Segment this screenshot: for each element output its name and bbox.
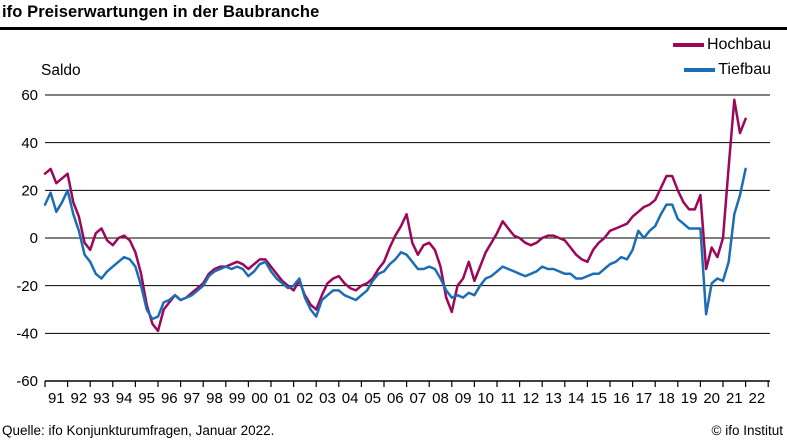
svg-text:98: 98 [206,390,223,407]
svg-text:04: 04 [342,390,359,407]
svg-text:40: 40 [21,135,38,152]
svg-text:03: 03 [319,390,336,407]
title-divider [0,27,787,30]
svg-text:97: 97 [184,390,201,407]
svg-text:96: 96 [161,390,178,407]
svg-text:10: 10 [477,390,494,407]
svg-text:91: 91 [48,390,65,407]
hochbau-line-swatch [672,43,704,47]
legend-label-hochbau: Hochbau [706,36,771,53]
svg-text:-60: -60 [16,373,38,390]
svg-text:11: 11 [501,390,517,407]
svg-text:18: 18 [658,390,675,407]
svg-text:-20: -20 [16,278,38,295]
svg-text:-40: -40 [16,326,38,343]
svg-text:00: 00 [251,390,268,407]
svg-text:17: 17 [636,390,653,407]
svg-text:95: 95 [138,390,155,407]
svg-text:05: 05 [364,390,381,407]
svg-text:19: 19 [681,390,698,407]
svg-text:93: 93 [93,390,110,407]
svg-text:22: 22 [749,390,766,407]
svg-text:12: 12 [523,390,540,407]
copyright-note: © ifo Institut [711,423,783,438]
svg-text:16: 16 [613,390,630,407]
page-title: ifo Preiserwartungen in der Baubranche [2,3,320,21]
svg-text:01: 01 [274,390,291,407]
svg-text:60: 60 [21,87,38,104]
svg-text:13: 13 [545,390,562,407]
svg-text:99: 99 [229,390,246,407]
y-axis-label: Saldo [41,62,81,79]
legend-item-hochbau: Hochbau [672,36,771,54]
svg-text:94: 94 [116,390,133,407]
tiefbau-line-swatch [684,68,716,72]
svg-text:92: 92 [71,390,88,407]
svg-text:15: 15 [590,390,607,407]
legend-item-tiefbau: Tiefbau [684,61,771,79]
svg-text:02: 02 [297,390,314,407]
svg-text:20: 20 [21,183,38,200]
source-note: Quelle: ifo Konjunkturumfragen, Januar 2… [2,423,275,438]
legend-label-tiefbau: Tiefbau [718,61,771,78]
svg-text:14: 14 [568,390,585,407]
svg-text:07: 07 [410,390,427,407]
svg-text:08: 08 [432,390,449,407]
svg-text:21: 21 [726,390,743,407]
legend: Hochbau Tiefbau [672,36,771,79]
svg-text:06: 06 [387,390,404,407]
svg-text:20: 20 [703,390,720,407]
svg-text:09: 09 [455,390,472,407]
svg-text:0: 0 [30,230,38,247]
